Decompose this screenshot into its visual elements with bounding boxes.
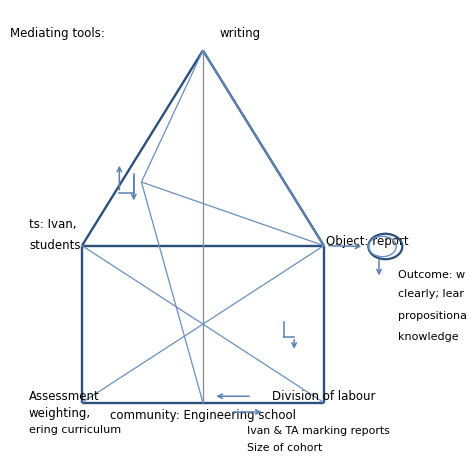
Text: ering curriculum: ering curriculum: [29, 425, 121, 435]
Text: Outcome: w: Outcome: w: [398, 270, 465, 280]
Text: community: Engineering school: community: Engineering school: [110, 409, 296, 422]
Text: writing: writing: [220, 27, 261, 40]
Text: Mediating tools:: Mediating tools:: [10, 27, 105, 40]
Text: Object: report: Object: report: [326, 235, 409, 248]
Text: Division of labour: Division of labour: [272, 390, 375, 403]
Text: clearly; lear: clearly; lear: [398, 290, 464, 300]
Text: weighting,: weighting,: [29, 407, 91, 419]
Text: Assessment: Assessment: [29, 390, 100, 403]
Text: propositiona: propositiona: [398, 310, 467, 320]
Text: Ivan & TA marking reports: Ivan & TA marking reports: [247, 426, 390, 436]
Text: students: students: [29, 239, 81, 252]
Text: knowledge: knowledge: [398, 332, 459, 342]
Text: Size of cohort: Size of cohort: [247, 443, 323, 453]
Text: ts: Ivan,: ts: Ivan,: [29, 218, 76, 231]
